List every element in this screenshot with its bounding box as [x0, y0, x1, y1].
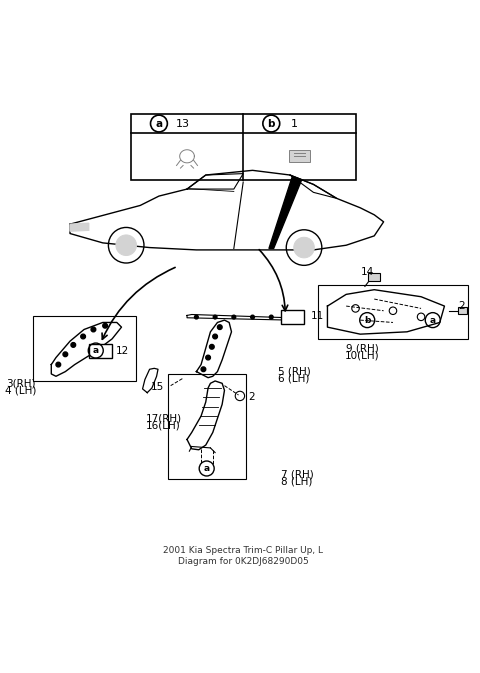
Polygon shape [70, 170, 384, 250]
Circle shape [206, 355, 210, 360]
Text: 6 (LH): 6 (LH) [278, 374, 310, 384]
Circle shape [213, 315, 217, 319]
Text: 4 (LH): 4 (LH) [5, 386, 36, 395]
Text: 2: 2 [248, 392, 254, 402]
Circle shape [91, 327, 96, 332]
Bar [289, 150, 310, 162]
Polygon shape [143, 368, 158, 392]
Text: b: b [364, 316, 371, 324]
Bar [318, 285, 468, 339]
Text: 12: 12 [116, 345, 129, 355]
Polygon shape [51, 322, 121, 376]
Text: 2: 2 [458, 301, 465, 311]
Text: 9 (RH): 9 (RH) [346, 343, 379, 353]
Text: b: b [267, 118, 275, 129]
Text: 17(RH): 17(RH) [145, 413, 182, 423]
Circle shape [56, 362, 60, 367]
Text: 11: 11 [311, 312, 324, 322]
Text: 3(RH): 3(RH) [6, 378, 36, 388]
Circle shape [194, 315, 198, 319]
Bar [368, 273, 380, 281]
Text: 1: 1 [291, 118, 298, 129]
Circle shape [103, 324, 108, 328]
Circle shape [63, 352, 68, 357]
Text: a: a [93, 346, 99, 355]
Circle shape [294, 238, 314, 258]
Circle shape [201, 367, 206, 371]
Bar [131, 114, 356, 180]
Text: 7 (RH): 7 (RH) [281, 470, 313, 480]
Text: 13: 13 [175, 118, 189, 129]
Polygon shape [269, 176, 302, 248]
Polygon shape [196, 320, 231, 378]
Circle shape [213, 334, 217, 339]
Text: 15: 15 [150, 382, 164, 392]
Circle shape [71, 343, 76, 347]
Text: a: a [430, 316, 436, 324]
Text: 8 (LH): 8 (LH) [281, 476, 312, 487]
Circle shape [232, 315, 236, 319]
Bar [281, 310, 304, 324]
Bar [89, 343, 112, 357]
Text: 2001 Kia Spectra Trim-C Pillar Up, L
Diagram for 0K2DJ68290D05: 2001 Kia Spectra Trim-C Pillar Up, L Dia… [163, 546, 323, 566]
Text: a: a [156, 118, 163, 129]
Polygon shape [187, 314, 290, 320]
Text: 10(LH): 10(LH) [345, 350, 380, 360]
Polygon shape [327, 289, 444, 334]
Text: 14: 14 [360, 267, 374, 277]
Bar [457, 308, 467, 314]
Bar [33, 316, 135, 381]
Polygon shape [187, 381, 225, 450]
Circle shape [209, 345, 214, 349]
Circle shape [217, 325, 222, 330]
Circle shape [251, 315, 254, 319]
Text: 5 (RH): 5 (RH) [278, 367, 311, 377]
Bar [168, 374, 246, 479]
Circle shape [81, 334, 85, 339]
Circle shape [269, 315, 273, 319]
Text: 16(LH): 16(LH) [146, 421, 181, 431]
Circle shape [116, 235, 136, 256]
Text: a: a [204, 464, 210, 473]
Polygon shape [70, 223, 89, 232]
